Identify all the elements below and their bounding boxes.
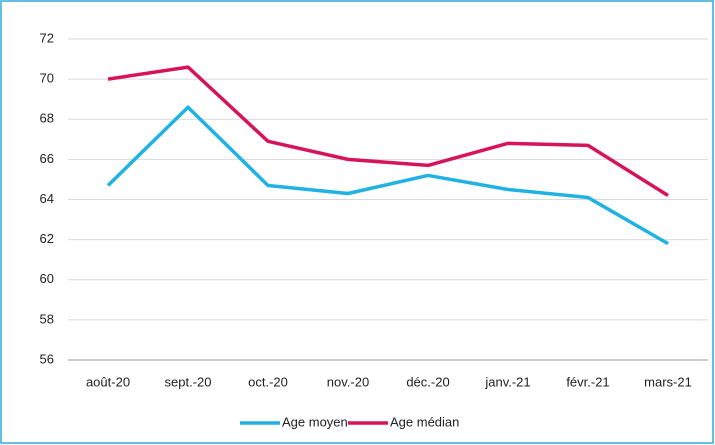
series-line bbox=[107, 65, 669, 197]
x-tick-label: sept.-20 bbox=[165, 374, 212, 389]
y-tick-label: 64 bbox=[40, 191, 54, 206]
y-tick-label: 68 bbox=[40, 111, 54, 126]
y-tick-label: 56 bbox=[40, 351, 54, 366]
y-tick-label: 72 bbox=[40, 30, 54, 45]
x-tick-label: mars-21 bbox=[644, 374, 692, 389]
x-tick-label: févr.-21 bbox=[566, 374, 609, 389]
x-tick-label: nov.-20 bbox=[327, 374, 369, 389]
y-tick-label: 70 bbox=[40, 71, 54, 86]
y-tick-label: 58 bbox=[40, 311, 54, 326]
y-tick-label: 66 bbox=[40, 151, 54, 166]
legend-label: Age moyen bbox=[282, 414, 348, 429]
series-line bbox=[106, 105, 669, 246]
legend-label: Age médian bbox=[390, 414, 459, 429]
y-tick-label: 62 bbox=[40, 231, 54, 246]
y-tick-label: 60 bbox=[40, 271, 54, 286]
x-tick-label: août-20 bbox=[86, 374, 130, 389]
x-tick-label: déc.-20 bbox=[406, 374, 449, 389]
x-tick-label: janv.-21 bbox=[484, 374, 530, 389]
x-tick-label: oct.-20 bbox=[248, 374, 288, 389]
